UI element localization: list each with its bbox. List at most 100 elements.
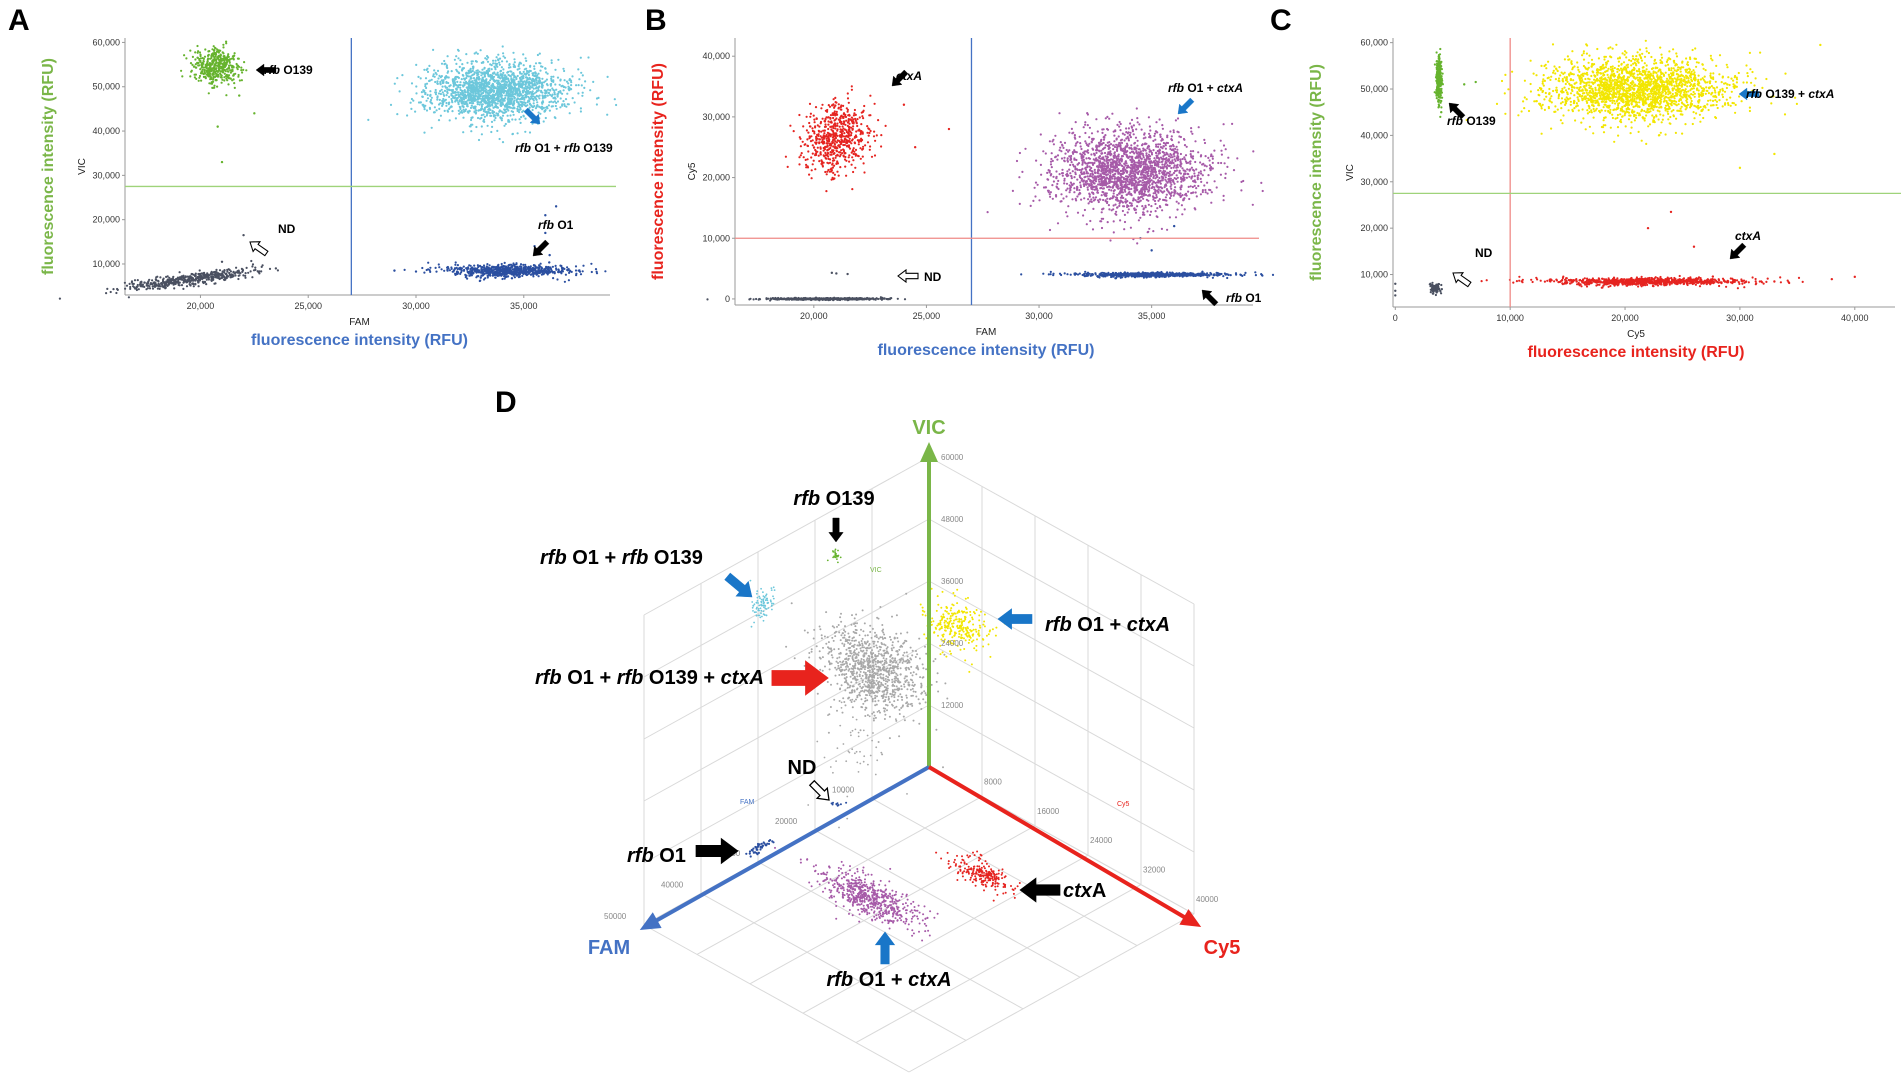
x-axis-title: fluorescence intensity (RFU)	[251, 332, 468, 349]
data-point	[424, 77, 428, 80]
data-point	[476, 76, 480, 79]
data-point	[806, 144, 810, 148]
data-point	[459, 266, 462, 269]
data-point	[1093, 168, 1096, 171]
data-point	[1176, 208, 1179, 211]
data-point	[486, 124, 489, 127]
data-point	[503, 98, 506, 101]
data-point	[1220, 153, 1223, 156]
data-point	[541, 84, 544, 88]
data-point	[524, 130, 527, 133]
data-point	[213, 70, 216, 73]
data-point	[227, 66, 230, 69]
data-point	[178, 271, 181, 274]
data-point	[804, 158, 807, 161]
data-point	[438, 266, 441, 269]
data-point	[210, 82, 213, 85]
data-point	[492, 72, 495, 75]
y-tick-label: 40,000	[92, 126, 120, 136]
data-point	[474, 92, 477, 95]
data-point	[509, 66, 512, 69]
data-point	[536, 104, 539, 107]
data-point	[1141, 205, 1144, 208]
data-point	[233, 52, 236, 55]
data-point	[1135, 128, 1138, 131]
data-point	[835, 132, 838, 135]
data-point	[554, 104, 557, 108]
data-point	[839, 130, 842, 133]
data-point	[474, 269, 478, 272]
data-point	[172, 283, 175, 286]
data-point	[853, 108, 857, 112]
data-point	[1094, 198, 1097, 201]
data-point	[545, 269, 548, 273]
data-point	[483, 71, 486, 74]
data-point	[457, 91, 460, 94]
data-point	[550, 61, 553, 64]
data-point	[1140, 157, 1143, 160]
data-point	[606, 113, 609, 116]
data-point	[837, 144, 840, 147]
data-point	[206, 63, 209, 66]
data-point	[555, 88, 558, 91]
data-point	[228, 61, 231, 64]
data-point	[541, 97, 544, 100]
data-point	[516, 68, 519, 71]
data-point	[532, 273, 535, 276]
data-point	[848, 160, 851, 163]
data-point	[476, 116, 480, 120]
data-point	[136, 285, 139, 288]
data-point	[465, 72, 468, 75]
data-point	[860, 123, 863, 126]
data-point	[840, 149, 843, 152]
data-point	[217, 276, 220, 280]
data-point	[544, 67, 547, 70]
data-point	[511, 86, 514, 89]
data-point	[504, 94, 507, 97]
data-point	[808, 137, 811, 140]
data-point	[505, 108, 508, 111]
data-point	[868, 148, 871, 151]
data-point	[843, 158, 847, 161]
data-point	[476, 100, 479, 103]
data-point	[562, 89, 565, 92]
data-point	[221, 57, 224, 60]
data-point	[490, 130, 493, 134]
data-point	[559, 106, 562, 109]
data-point	[856, 124, 859, 128]
data-point	[552, 79, 555, 82]
data-point	[495, 97, 499, 100]
data-point	[442, 93, 445, 96]
data-point	[446, 66, 449, 70]
data-point	[459, 86, 462, 89]
data-point	[824, 123, 827, 126]
data-point	[210, 277, 213, 280]
data-point	[547, 270, 551, 273]
data-point	[579, 107, 583, 110]
data-point	[581, 94, 584, 97]
data-point	[478, 103, 481, 106]
data-point	[517, 101, 520, 104]
data-point	[274, 267, 278, 270]
data-point	[1095, 118, 1098, 121]
data-point	[851, 188, 854, 191]
data-point	[802, 125, 805, 128]
data-point	[1169, 170, 1172, 173]
data-point	[1070, 127, 1073, 130]
data-point	[1048, 228, 1052, 232]
data-point	[558, 83, 561, 86]
data-point	[498, 109, 502, 112]
data-point	[211, 48, 214, 51]
data-point	[424, 83, 427, 86]
data-point	[479, 97, 482, 100]
data-point	[847, 101, 850, 104]
data-point	[241, 71, 244, 74]
data-point	[1073, 191, 1076, 194]
data-point	[194, 274, 197, 277]
data-point	[1195, 168, 1198, 171]
data-point	[786, 165, 789, 168]
data-point	[191, 63, 194, 66]
data-point	[507, 119, 510, 122]
data-point	[442, 79, 445, 82]
data-point	[1055, 175, 1058, 178]
